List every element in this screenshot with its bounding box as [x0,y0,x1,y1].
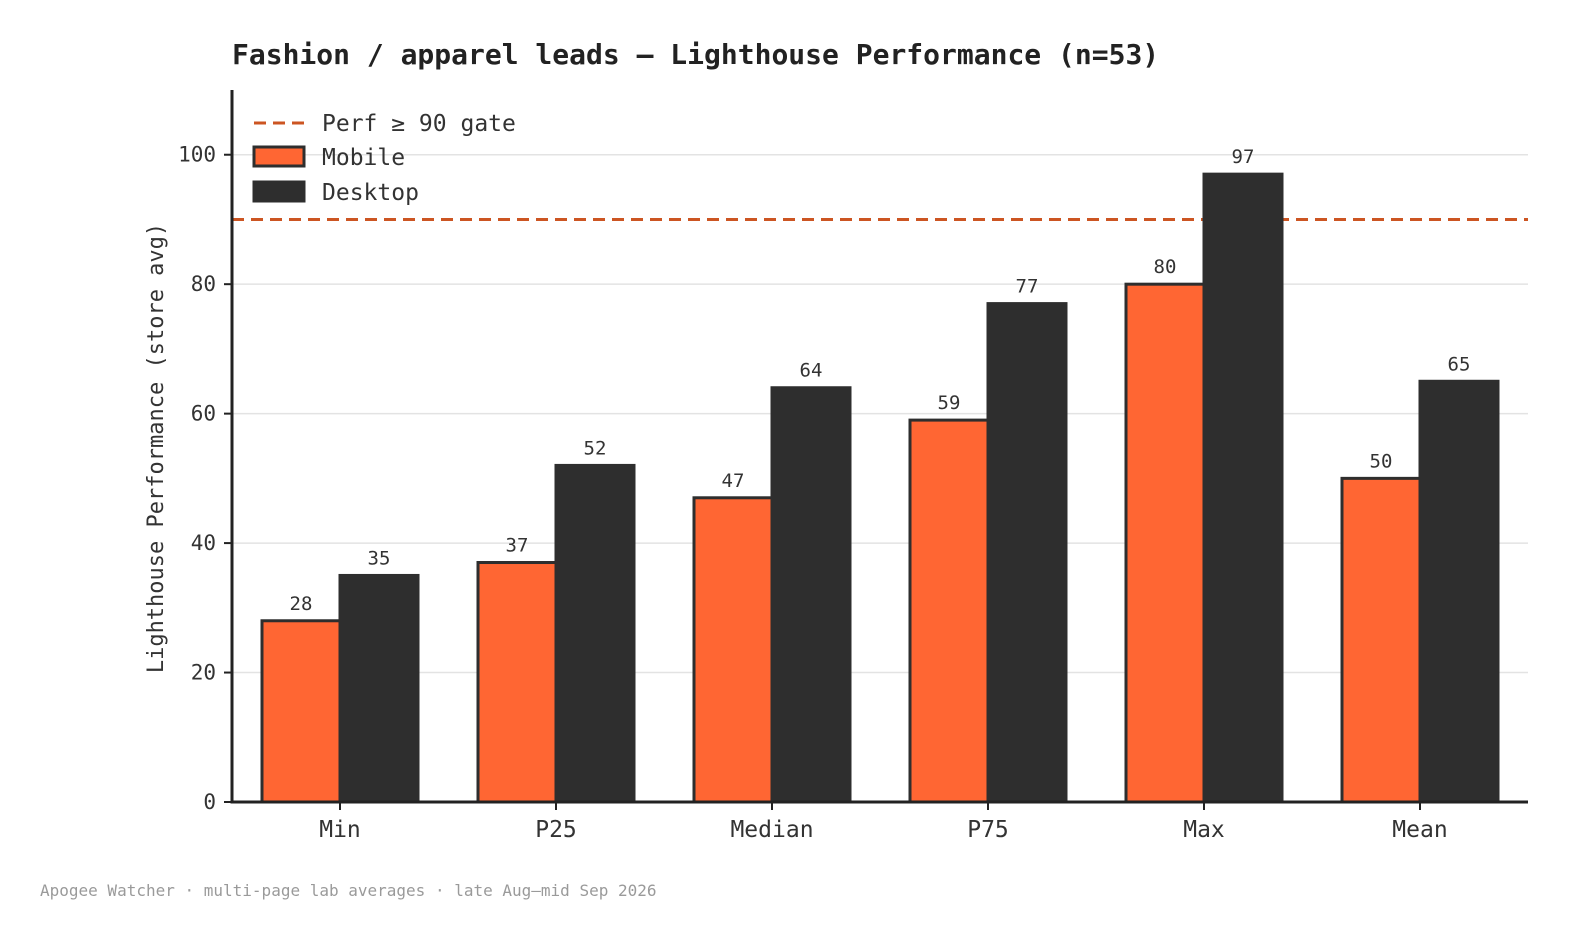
data-label-mobile-median: 47 [722,470,745,492]
data-label-desktop-mean: 65 [1448,353,1471,375]
data-label-mobile-mean: 50 [1370,450,1393,472]
x-tick-label-min: Min [319,817,361,843]
bar-mobile-p75 [908,418,990,804]
x-tick-label-p25: P25 [535,817,577,843]
data-label-mobile-max: 80 [1154,256,1177,278]
bar-desktop-p25 [554,463,636,804]
bars [260,172,1500,804]
legend-swatch-desktop [252,180,306,203]
gridlines [232,153,1528,674]
bar-mobile-median [692,496,774,804]
y-ticks: 0 20 40 60 80 100 [178,143,232,814]
legend-swatch-mobile [252,145,306,168]
legend-label-mobile: Mobile [322,145,405,171]
x-tick-label-max: Max [1183,817,1225,843]
legend-label-reference: Perf ≥ 90 gate [322,111,516,137]
footnote: Apogee Watcher · multi-page lab averages… [40,881,657,900]
chart-title: Fashion / apparel leads — Lighthouse Per… [232,38,1159,71]
bar-desktop-min [338,573,420,804]
y-tick-label: 20 [191,661,216,685]
legend-label-desktop: Desktop [322,180,419,206]
y-axis-title: Lighthouse Performance (store avg) [144,223,169,673]
bar-mobile-mean [1340,476,1422,804]
y-tick-label: 100 [178,143,216,167]
data-label-desktop-median: 64 [800,360,823,382]
bar-desktop-mean [1418,379,1500,804]
legend: Perf ≥ 90 gate Mobile Desktop [252,111,516,206]
bar-mobile-max [1124,282,1206,804]
data-label-desktop-min: 35 [368,547,391,569]
data-labels: 28 35 37 52 47 64 59 77 80 97 50 65 [290,146,1471,615]
y-tick-label: 40 [191,531,216,555]
x-tick-label-median: Median [730,817,813,843]
bar-desktop-median [770,386,852,804]
data-label-mobile-p75: 59 [938,392,961,414]
data-label-desktop-max: 97 [1232,146,1255,168]
x-tick-label-p75: P75 [967,817,1009,843]
bar-mobile-p25 [476,561,558,804]
y-tick-label: 0 [203,790,216,814]
bar-desktop-max [1202,172,1284,804]
x-ticks: Min P25 Median P75 Max Mean [319,802,1448,843]
x-tick-label-mean: Mean [1392,817,1447,843]
bar-desktop-p75 [986,302,1068,804]
y-tick-label: 80 [191,272,216,296]
bar-mobile-min [260,619,342,804]
axes [230,90,1528,804]
data-label-desktop-p75: 77 [1016,276,1039,298]
y-tick-label: 60 [191,402,216,426]
data-label-mobile-p25: 37 [506,535,529,557]
data-label-desktop-p25: 52 [584,437,607,459]
data-label-mobile-min: 28 [290,593,313,615]
